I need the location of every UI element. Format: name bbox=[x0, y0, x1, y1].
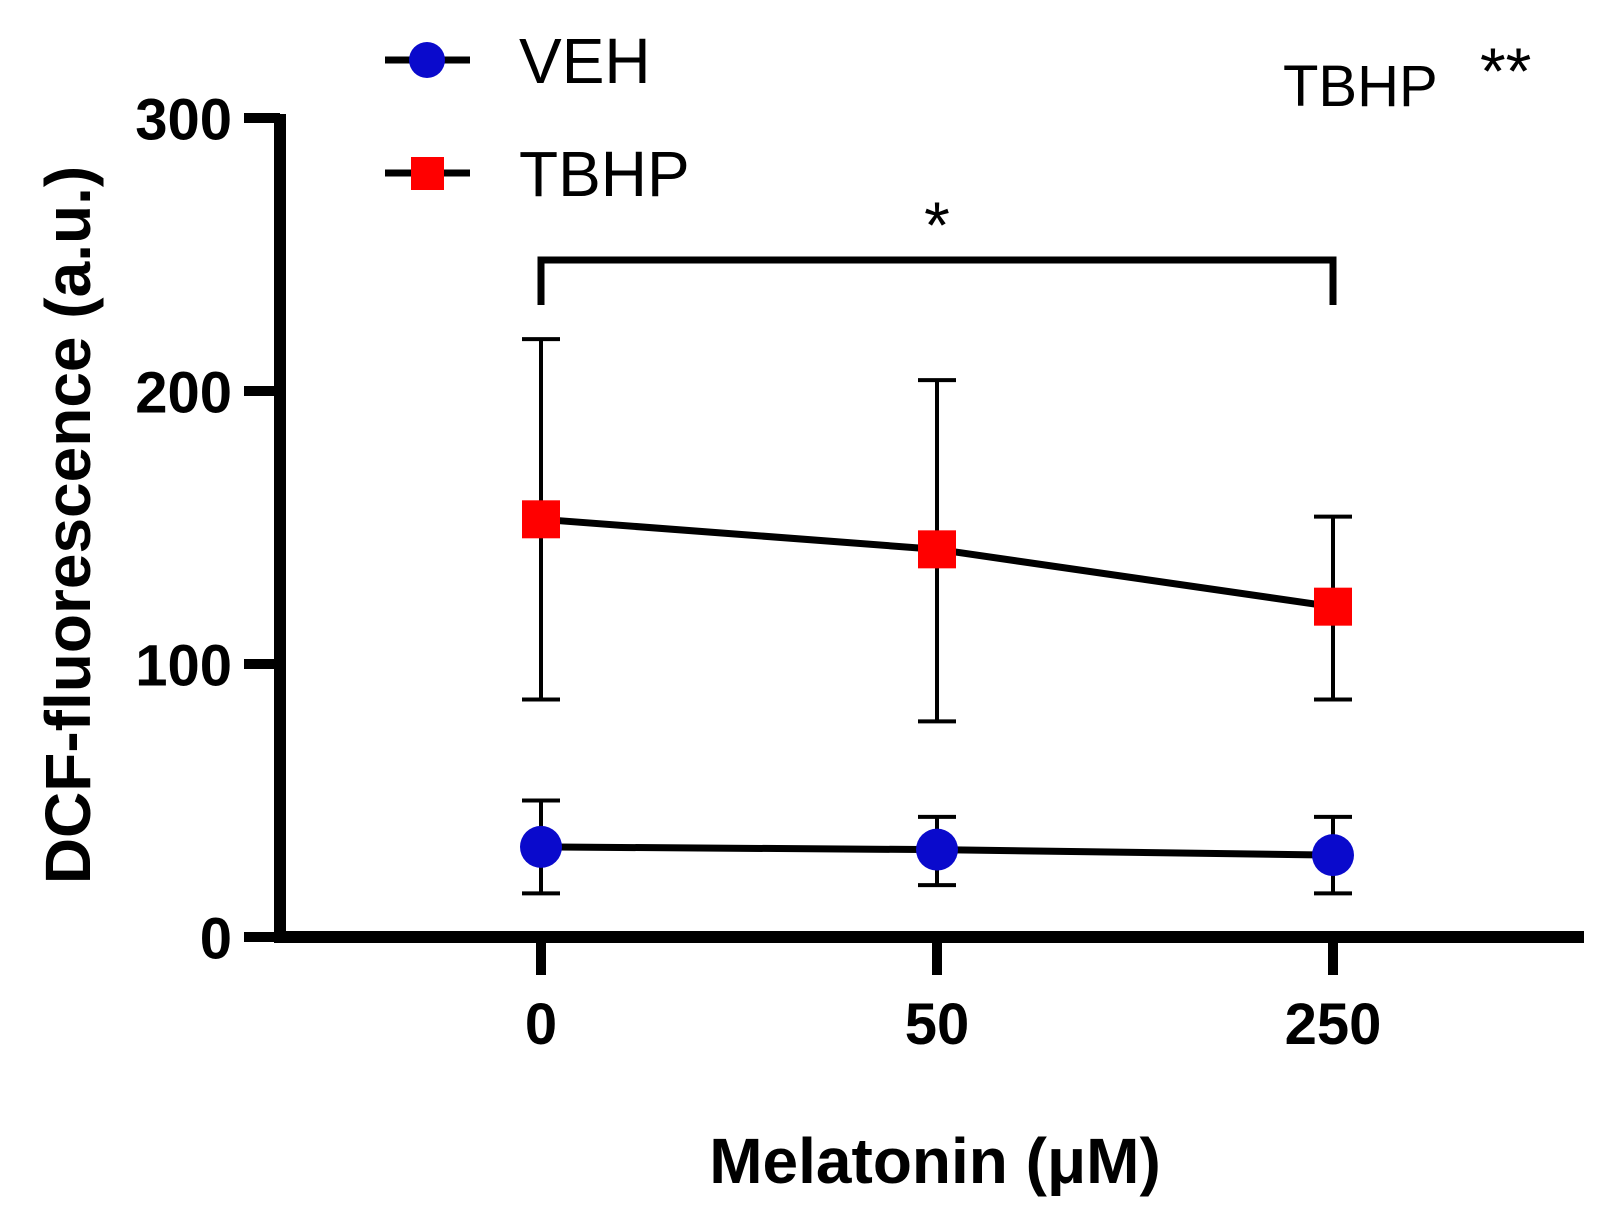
y-tick-label-200: 200 bbox=[135, 361, 232, 426]
x-tick-label-0: 0 bbox=[525, 992, 557, 1057]
legend-item-tbhp: TBHP bbox=[385, 138, 690, 210]
legend-item-veh: VEH bbox=[385, 25, 651, 97]
y-axis-title: DCF-fluorescence (a.u.) bbox=[32, 166, 104, 884]
y-axis: 0 100 200 300 bbox=[135, 88, 280, 972]
point-tbhp-50 bbox=[918, 530, 956, 568]
series-tbhp bbox=[522, 339, 1352, 721]
corner-stars: ** bbox=[1480, 34, 1531, 108]
legend: VEH TBHP bbox=[385, 25, 690, 210]
x-axis-title: Melatonin (μM) bbox=[709, 1125, 1161, 1197]
x-axis: 0 50 250 bbox=[525, 937, 1382, 1057]
y-tick-label-0: 0 bbox=[200, 907, 232, 972]
legend-marker-tbhp bbox=[411, 157, 444, 190]
x-tick-label-50: 50 bbox=[905, 992, 970, 1057]
legend-marker-veh bbox=[409, 42, 445, 78]
point-tbhp-250 bbox=[1314, 588, 1352, 626]
legend-label-tbhp: TBHP bbox=[519, 138, 690, 210]
point-veh-50 bbox=[916, 829, 958, 871]
point-veh-250 bbox=[1312, 834, 1354, 876]
y-tick-label-300: 300 bbox=[135, 88, 232, 153]
point-tbhp-0 bbox=[522, 500, 560, 538]
corner-label: TBHP bbox=[1283, 54, 1438, 119]
series-veh bbox=[520, 801, 1354, 894]
y-tick-label-100: 100 bbox=[135, 634, 232, 699]
x-tick-label-250: 250 bbox=[1285, 992, 1382, 1057]
point-veh-0 bbox=[520, 826, 562, 868]
bracket-line bbox=[541, 260, 1333, 305]
chart: 0 100 200 300 0 50 250 Melatonin (μM) DC… bbox=[0, 0, 1615, 1217]
bracket-label: * bbox=[924, 188, 950, 262]
legend-label-veh: VEH bbox=[519, 25, 651, 97]
